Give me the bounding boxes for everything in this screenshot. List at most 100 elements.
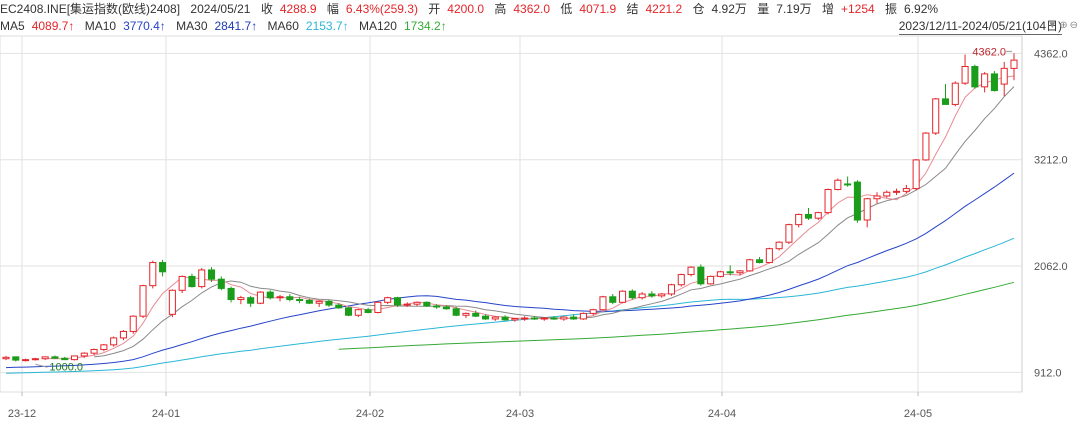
ma-legend: MA5 4089.7↑ MA10 3770.4↑ MA30 2841.7↑ MA60 2… [0,18,454,34]
candle-body [80,352,88,357]
candle-body [90,348,98,354]
symbol-name: EC2408.INE[集运指数(欧线)2408] [0,2,181,16]
candle-body [990,73,998,92]
dropdown-icon[interactable]: ▼ [1047,20,1058,31]
candle-body [482,315,490,320]
candle-body [667,284,676,295]
candle-body [12,356,20,361]
candle-body [873,195,881,200]
candle-body [609,296,617,303]
oi-label: 仓 [692,2,705,16]
ma10-value: 3770.4↑ [123,19,166,33]
candle-body [1010,59,1018,69]
change-value: 6.43%(259.3) [345,2,418,16]
low-annotation: 1000.0 [49,361,83,373]
candle-body [863,198,871,221]
candle-body [638,293,646,299]
candle-body [570,316,578,320]
candle-body [207,269,216,280]
candle-body [648,293,656,297]
ma60-line [5,237,1015,374]
candle-body [442,306,450,310]
candle-body [217,278,225,289]
chart-controls: ▼ ⊕ ⊖ [1045,18,1078,34]
candle-body [511,317,519,321]
candle-body [560,316,568,320]
ma5-line [45,75,1015,360]
candle-body [628,290,636,299]
settle-label: 结 [626,2,639,16]
candle-body [2,356,10,360]
candle-body [775,241,783,250]
candle-body [227,287,235,301]
y-tick-label: 3212.0 [1034,155,1068,167]
candle-body [658,293,666,297]
high-label: 高 [494,2,507,16]
candle-body [756,259,764,264]
candle-body [834,179,842,190]
candle-body [707,275,715,285]
candle-body [824,188,832,214]
candle-body [266,291,274,299]
candle-body [765,248,773,264]
high-value: 4362.0 [513,2,551,16]
candle-body [149,262,157,287]
zoom-in-icon[interactable]: ⊕ [1059,20,1068,31]
candle-body [31,358,39,361]
low-label: 低 [560,2,573,16]
candle-body [971,66,979,88]
candle-body [344,307,353,316]
y-tick-label: 2062.0 [1034,261,1068,273]
candle-body [697,266,705,285]
x-tick-label: 24-01 [152,408,180,420]
candle-body [354,309,362,316]
candle-body [1000,67,1008,85]
candle-body [276,296,284,299]
zoom-out-icon[interactable]: ⊖ [1069,20,1078,31]
quote-header: EC2408.INE[集运指数(欧线)2408] 2024/05/21 收 428… [0,1,945,17]
candle-body [736,270,744,274]
candle-body [237,297,245,301]
candle-body [746,259,754,272]
x-tick-label: 24-04 [708,408,736,420]
low-annotation-leader [35,363,48,368]
candle-body [804,213,813,219]
quote-date: 2024/05/21 [190,2,251,16]
candle-body [883,191,891,197]
ma120-value: 1734.2↑ [403,19,447,33]
ma120-line [338,281,1015,350]
y-tick-label: 912.0 [1034,367,1062,379]
change-label: 幅 [326,2,339,16]
candle-body [139,285,147,317]
candle-body [100,344,108,350]
inc-label: 增 [821,2,834,16]
candle-body [941,98,950,105]
candle-body [726,271,734,274]
date-range[interactable]: 2023/12/11-2024/05/21(104日) [898,19,1062,35]
ma5-label: MA5 [0,19,25,33]
candle-body [403,303,411,306]
candle-body [550,317,558,320]
ma30-value: 2841.7↑ [214,19,258,33]
x-tick-label: 23-12 [8,408,36,420]
candle-body [286,296,294,301]
y-tick-label: 4362.0 [1034,48,1068,60]
candle-body [981,73,989,88]
candle-body [814,212,822,219]
x-tick-label: 24-05 [904,408,932,420]
candle-body [687,266,695,276]
candle-body [853,181,861,221]
candle-body [932,98,940,134]
vol-value: 7.19万 [776,2,812,16]
ma60-value: 2153.7↑ [305,19,349,33]
candle-body [335,304,343,309]
candle-body [589,309,597,314]
oi-value: 4.92万 [711,2,747,16]
candle-body [433,305,441,308]
candle-body [540,317,548,320]
candle-body [462,312,470,316]
candle-body [452,308,460,316]
candle-body [51,356,59,359]
candle-body [198,269,206,288]
